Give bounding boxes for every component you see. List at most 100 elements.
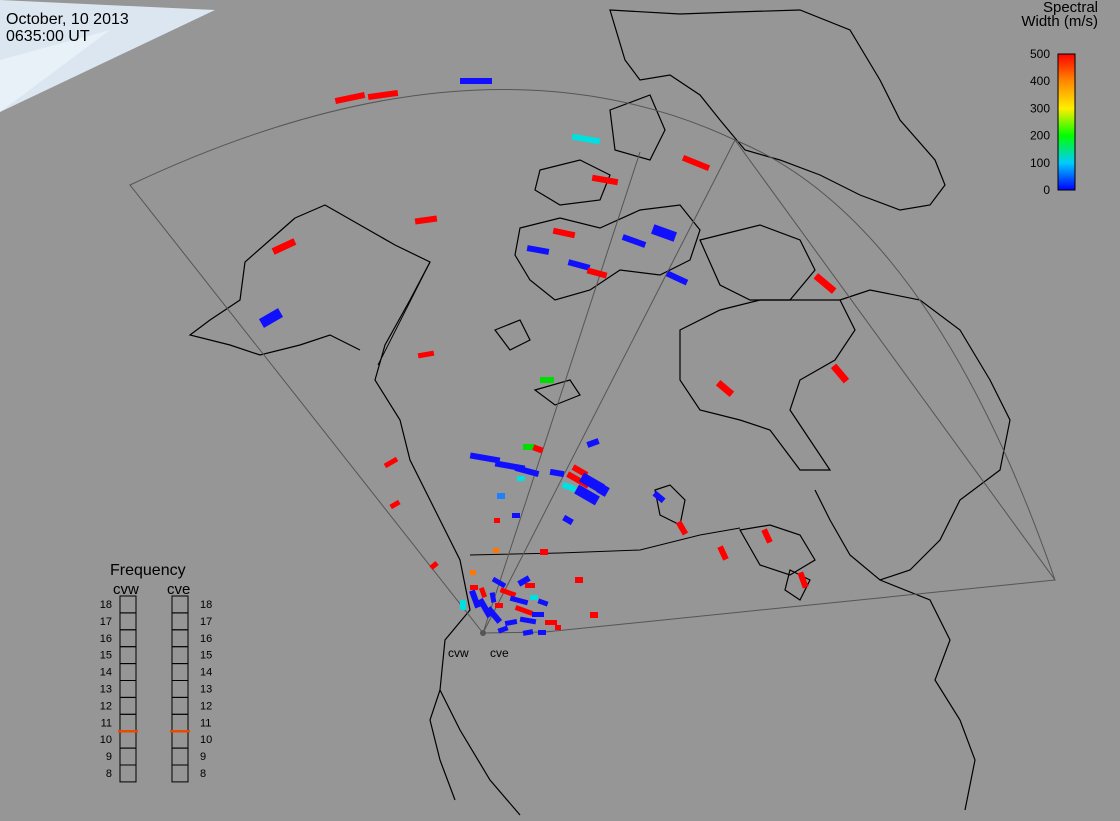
- echo-cell: [470, 570, 476, 575]
- colorbar-tick-label: 300: [1030, 101, 1050, 115]
- echo-cell: [497, 493, 505, 499]
- radar-site-dot: [480, 630, 486, 636]
- frequency-tick-right: 8: [200, 768, 206, 780]
- radar-site-markers: cvw cve: [448, 630, 509, 660]
- echo-cell: [417, 350, 435, 359]
- echo-cell: [813, 273, 837, 294]
- echo-cell: [552, 227, 576, 239]
- colorbar-tick-label: 400: [1030, 74, 1050, 88]
- frequency-box: [171, 764, 189, 783]
- echo-cell: [489, 592, 497, 603]
- echo-cell: [497, 625, 509, 634]
- echo-cell: [499, 587, 517, 598]
- frequency-box: [171, 629, 189, 648]
- colorbar-tick-label: 500: [1030, 47, 1050, 61]
- echo-cell: [522, 629, 534, 636]
- frequency-box: [171, 747, 189, 766]
- echo-cell: [519, 616, 537, 625]
- echo-cell: [525, 583, 535, 588]
- frequency-box: [119, 612, 137, 631]
- echo-cell: [494, 518, 500, 523]
- echo-cell: [460, 78, 492, 84]
- frequency-tick-left: 17: [100, 616, 112, 628]
- echo-cell: [509, 595, 529, 606]
- echo-cell: [596, 483, 610, 497]
- echo-cell: [675, 520, 689, 536]
- echo-cell: [469, 452, 501, 464]
- frequency-tick-right: 15: [200, 650, 212, 662]
- frequency-label-cve: cve: [167, 581, 190, 598]
- frequency-tick-left: 8: [106, 768, 112, 780]
- frequency-box: [119, 747, 137, 766]
- echo-cell: [334, 91, 366, 105]
- echo-cell: [561, 481, 577, 493]
- radar-echoes: [258, 78, 850, 636]
- frequency-box: [119, 629, 137, 648]
- header-date: October, 10 2013: [6, 11, 129, 28]
- colorbar-tick-label: 100: [1030, 156, 1050, 170]
- frequency-tick-left: 13: [100, 684, 112, 696]
- echo-cell: [532, 444, 544, 454]
- frequency-tick-left: 14: [100, 667, 112, 679]
- frequency-tick-left: 9: [106, 751, 112, 763]
- frequency-tick-right: 16: [200, 633, 212, 645]
- colorbar-gradient: [1057, 53, 1076, 191]
- daylight-region-inner: [0, 30, 110, 112]
- echo-cell: [383, 456, 399, 469]
- echo-cell: [512, 513, 520, 518]
- radar-site-label-cve: cve: [490, 646, 509, 660]
- echo-cell: [526, 245, 550, 255]
- echo-cell: [621, 234, 647, 248]
- frequency-box: [119, 696, 137, 715]
- echo-cell: [271, 238, 297, 255]
- echo-cell: [540, 549, 548, 555]
- frequency-box: [171, 713, 189, 732]
- colorbar-title-line2: Width (m/s): [1021, 13, 1098, 30]
- echo-cell: [651, 224, 677, 242]
- echo-cell: [575, 577, 583, 583]
- echo-cell: [586, 267, 608, 279]
- colorbar-ticks: 500 400 300 200 100 0: [1030, 47, 1050, 197]
- echo-cell: [830, 363, 850, 384]
- echo-cell: [530, 595, 538, 600]
- frequency-tick-left: 16: [100, 633, 112, 645]
- echo-cell: [555, 625, 561, 630]
- frequency-box: [119, 646, 137, 665]
- echo-cell: [681, 154, 711, 172]
- echo-cell: [469, 589, 481, 609]
- frequency-tick-left: 11: [101, 717, 112, 729]
- frequency-tick-right: 10: [200, 734, 212, 746]
- echo-cell: [537, 598, 549, 607]
- echo-cell: [389, 499, 401, 510]
- frequency-tick-right: 11: [200, 717, 211, 729]
- echo-cell: [514, 605, 534, 616]
- echo-cell: [538, 630, 546, 635]
- echo-cell: [460, 600, 466, 610]
- echo-cell: [590, 612, 598, 618]
- echo-cell: [562, 514, 574, 526]
- echo-cell: [485, 606, 503, 624]
- echo-cell: [545, 620, 557, 625]
- frequency-tick-right: 18: [200, 599, 212, 611]
- frequency-tick-left: 10: [100, 734, 112, 746]
- echo-cell: [517, 575, 531, 587]
- echo-cell: [504, 618, 518, 627]
- frequency-box: [119, 730, 137, 749]
- frequency-title: Frequency: [110, 562, 186, 579]
- frequency-box: [119, 764, 137, 783]
- header-time: 0635:00 UT: [6, 28, 90, 45]
- echo-cell: [493, 548, 499, 553]
- echo-cell: [491, 576, 507, 589]
- echo-cell: [549, 468, 565, 478]
- echo-cell: [523, 444, 535, 450]
- echo-cell: [414, 215, 438, 225]
- echo-cell: [586, 438, 600, 448]
- frequency-tick-left: 18: [100, 599, 112, 611]
- frequency-box: [119, 713, 137, 732]
- echo-cell: [717, 545, 729, 561]
- frequency-box: [171, 646, 189, 665]
- echo-cell: [571, 133, 601, 145]
- echo-cell: [470, 585, 478, 590]
- echo-cell: [514, 464, 540, 478]
- echo-cell: [715, 380, 735, 397]
